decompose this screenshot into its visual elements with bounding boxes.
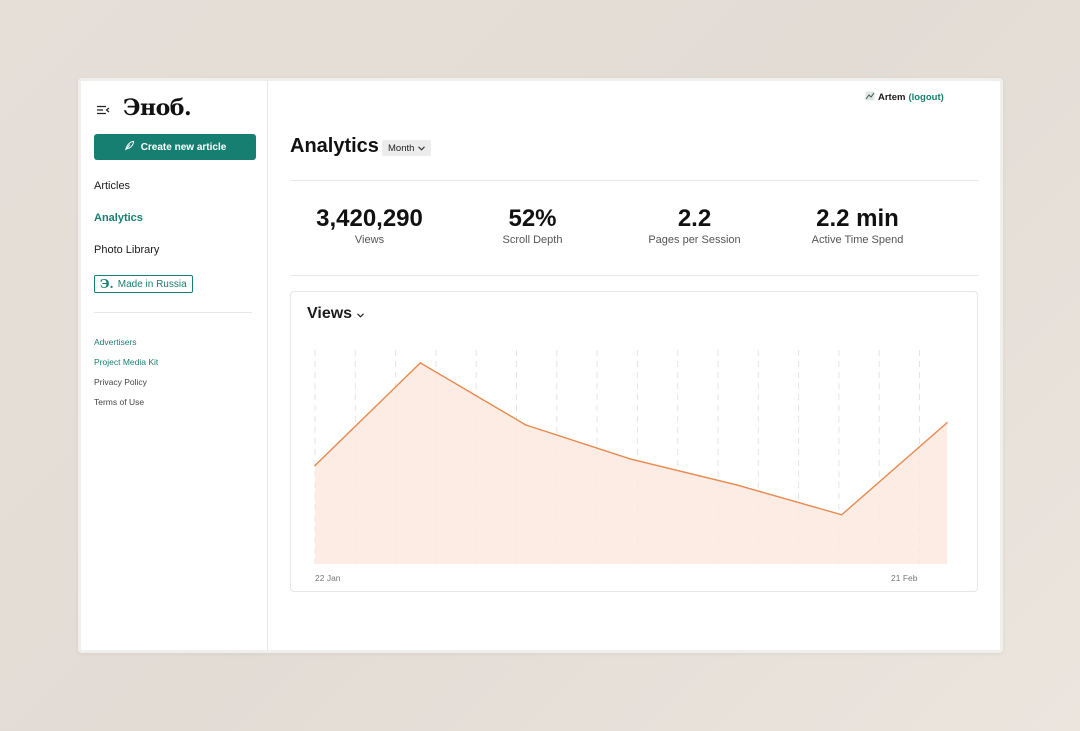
metric-active-time: 2.2 min Active Time Spend (776, 205, 939, 246)
badge-mark: Э. (100, 277, 114, 291)
sidebar: Эноб. Create new article Articles Analyt… (81, 81, 268, 650)
app-window: Эноб. Create new article Articles Analyt… (78, 78, 1003, 653)
metric-value: 2.2 min (816, 205, 899, 232)
create-article-button[interactable]: Create new article (94, 134, 256, 160)
user-name: Artem (878, 92, 906, 103)
metric-value: 2.2 (677, 205, 712, 232)
feather-icon (124, 140, 135, 154)
metric-pages-per-session: 2.2 Pages per Session (613, 205, 776, 246)
brand-logo[interactable]: Эноб. (123, 95, 192, 121)
metric-value: 3,420,290 (316, 205, 423, 232)
data-point-5 (840, 513, 843, 516)
metric-views: 3,420,290 Views (288, 205, 451, 246)
sidebar-item-analytics[interactable]: Analytics (94, 212, 143, 224)
footer-link-terms[interactable]: Terms of Use (94, 397, 145, 407)
chart-title: Views (307, 305, 353, 322)
create-article-label: Create new article (140, 141, 227, 153)
metric-value: 52% (508, 205, 557, 232)
data-point-1 (419, 362, 422, 364)
data-point-6 (946, 421, 948, 424)
chevron-down-icon (357, 305, 364, 323)
avatar-icon (865, 91, 875, 104)
metric-scroll-depth: 52% Scroll Depth (451, 205, 614, 246)
badge-label: Made in Russia (117, 278, 187, 290)
views-area (315, 362, 947, 564)
menu-icon[interactable] (96, 103, 110, 117)
views-chart-card: 22 Jan 21 Feb Views (290, 291, 978, 592)
data-point-2 (524, 424, 527, 426)
sidebar-item-articles[interactable]: Articles (94, 180, 131, 192)
metrics-divider (290, 275, 978, 276)
user-menu: Artem (logout) (865, 91, 944, 104)
logout-link[interactable]: (logout) (908, 92, 944, 103)
sidebar-divider (94, 312, 252, 313)
metric-label: Views (354, 234, 385, 246)
metric-label: Scroll Depth (502, 234, 563, 246)
main-content: Artem (logout) Analytics Month 3,420,290… (269, 81, 1000, 650)
period-select[interactable]: Month (382, 140, 432, 156)
sidebar-item-photo-library[interactable]: Photo Library (94, 244, 160, 256)
footer-link-privacy[interactable]: Privacy Policy (94, 377, 147, 387)
data-point-4 (735, 484, 738, 486)
views-chart: 22 Jan 21 Feb (314, 350, 948, 583)
header-divider (290, 180, 978, 181)
metric-label: Pages per Session (648, 234, 741, 246)
metric-label: Active Time Spend (811, 234, 904, 246)
x-tick-label: 22 Jan (315, 573, 341, 583)
data-point-3 (630, 458, 632, 460)
footer-link-media-kit[interactable]: Project Media Kit (94, 357, 159, 367)
footer-link-advertisers[interactable]: Advertisers (94, 337, 137, 347)
page-title: Analytics (290, 135, 379, 157)
x-tick-label: 21 Feb (891, 573, 918, 583)
chevron-down-icon (418, 143, 426, 154)
data-point-0 (314, 464, 316, 467)
chart-metric-select[interactable]: Views (307, 305, 364, 323)
period-value: Month (388, 142, 415, 154)
made-in-russia-badge[interactable]: Э. Made in Russia (94, 275, 193, 293)
